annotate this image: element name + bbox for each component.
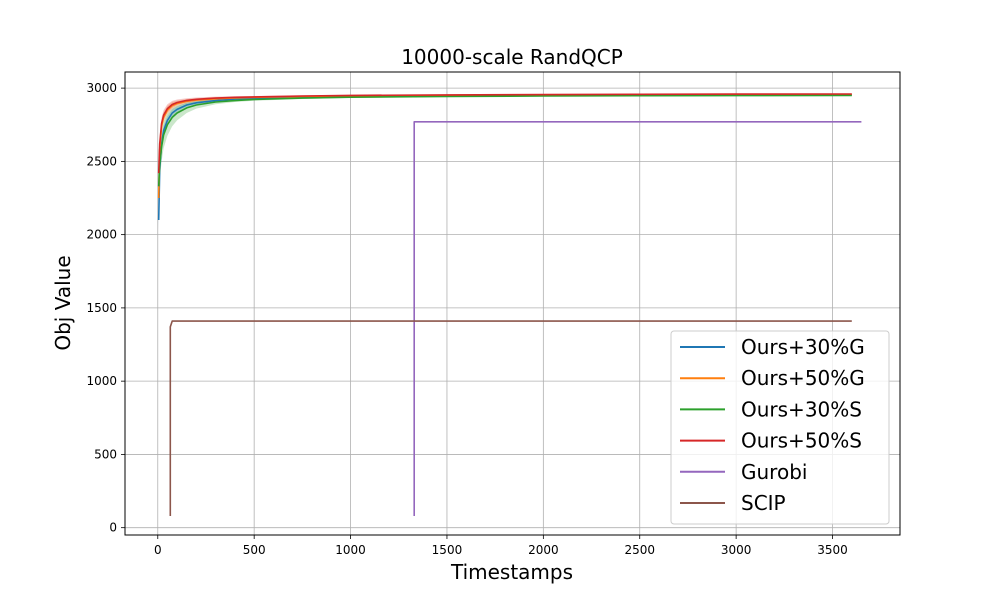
series-lines	[157, 93, 862, 516]
legend-label: Ours+50%S	[741, 429, 862, 453]
y-tick-label: 2000	[86, 228, 117, 242]
band-ours-30-s	[158, 95, 852, 204]
y-tick-label: 1000	[86, 374, 117, 388]
x-axis-ticks: 0 500 1000 1500 2000 2500 3000 3500	[154, 535, 848, 557]
y-tick-label: 3000	[86, 81, 117, 95]
x-tick-label: 3500	[817, 543, 848, 557]
legend: Ours+30%G Ours+50%G Ours+30%S Ours+50%S Guro…	[670, 330, 890, 525]
x-axis-title: Timestamps	[450, 560, 573, 584]
line-ours-30-g	[157, 94, 852, 221]
legend-label: SCIP	[741, 491, 786, 515]
line-gurobi	[413, 121, 862, 516]
line-ours-50-s	[157, 93, 852, 174]
plot-area-frame	[124, 71, 901, 536]
line-ours-30-s	[157, 94, 852, 187]
legend-label: Ours+30%S	[741, 397, 862, 421]
x-tick-label: 2500	[624, 543, 655, 557]
x-tick-label: 500	[243, 543, 266, 557]
band-ours-50-s	[158, 93, 852, 182]
chart-title: 10000-scale RandQCP	[401, 45, 623, 69]
y-axis-title: Obj Value	[51, 255, 75, 350]
legend-label: Ours+30%G	[741, 335, 865, 359]
x-tick-label: 1500	[432, 543, 463, 557]
band-ours-50-g	[158, 94, 852, 207]
y-axis-ticks: 0 500 1000 1500 2000 2500 3000	[86, 81, 125, 535]
y-tick-label: 500	[94, 447, 117, 461]
y-tick-label: 2500	[86, 154, 117, 168]
y-tick-label: 1500	[86, 301, 117, 315]
x-tick-label: 1000	[335, 543, 366, 557]
legend-label: Ours+50%G	[741, 366, 865, 390]
y-tick-label: 0	[109, 521, 117, 535]
line-ours-50-g	[157, 93, 852, 199]
legend-label: Gurobi	[741, 460, 807, 484]
x-tick-label: 3000	[721, 543, 752, 557]
line-scip	[169, 320, 852, 516]
x-tick-label: 0	[154, 543, 162, 557]
legend-box	[670, 330, 890, 525]
x-tick-label: 2000	[528, 543, 559, 557]
